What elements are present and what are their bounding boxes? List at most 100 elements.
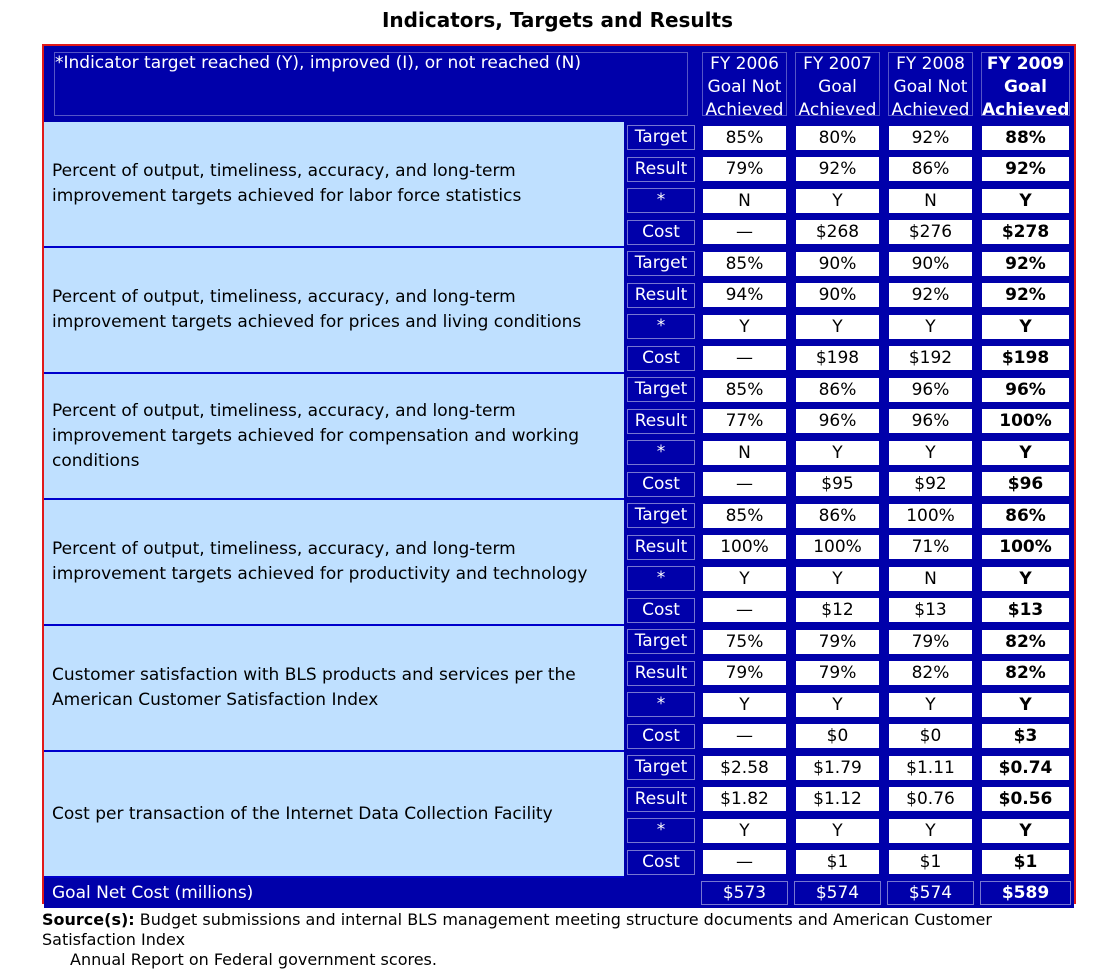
value-text: 82%	[982, 661, 1069, 686]
value-cell-fy2006: N	[698, 437, 791, 469]
value-text: Y	[703, 566, 786, 591]
value-text: N	[703, 188, 786, 213]
row-type-cell: Target	[624, 752, 698, 784]
value-text: Y	[982, 818, 1069, 843]
table-row: Cost — $0 $0 $3	[44, 720, 1074, 752]
indicator-label: Customer satisfaction with BLS products …	[44, 626, 624, 752]
value-text: $1	[982, 850, 1069, 875]
header-description: *Indicator target reached (Y), improved …	[44, 46, 698, 122]
row-type-cell: *	[624, 311, 698, 343]
value-cell-fy2008: $1.11	[884, 752, 977, 784]
value-text: $92	[889, 472, 972, 497]
value-cell-fy2008: 96%	[884, 374, 977, 406]
indicator-label: Percent of output, timeliness, accuracy,…	[44, 374, 624, 500]
value-text: $0	[889, 724, 972, 749]
value-text: Y	[889, 440, 972, 465]
header-year: FY 2007	[803, 54, 872, 74]
value-text: 85%	[703, 503, 786, 528]
value-text: 82%	[982, 629, 1069, 654]
value-text: 71%	[889, 535, 972, 560]
value-text: 96%	[796, 409, 879, 434]
value-text: Y	[703, 314, 786, 339]
footer-value-fy2006: $573	[698, 878, 791, 908]
page-title: Indicators, Targets and Results	[381, 8, 733, 32]
header-fy-2007: FY 2007 Goal Achieved	[791, 46, 884, 122]
value-cell-fy2009: Y	[977, 311, 1074, 343]
value-cell-fy2006: Y	[698, 563, 791, 595]
value-text: 86%	[796, 503, 879, 528]
value-cell-fy2007: Y	[791, 437, 884, 469]
table-row: * Y Y N Y	[44, 563, 1074, 595]
value-text: —	[703, 346, 786, 371]
row-type-label: *	[627, 440, 695, 466]
value-text: $0	[796, 724, 879, 749]
value-cell-fy2009: $278	[977, 216, 1074, 248]
value-cell-fy2009: Y	[977, 437, 1074, 469]
table-row: Cost per transaction of the Internet Dat…	[44, 752, 1074, 878]
footer-row: Goal Net Cost (millions) $573 $574 $574 …	[44, 878, 1074, 908]
value-cell-fy2008: 90%	[884, 248, 977, 280]
row-type-label: Result	[627, 408, 695, 434]
table-row: Percent of output, timeliness, accuracy,…	[44, 374, 1074, 500]
value-cell-fy2008: 86%	[884, 153, 977, 185]
value-text: N	[889, 566, 972, 591]
row-type-label: *	[627, 314, 695, 340]
value-cell-fy2006: —	[698, 594, 791, 626]
table-row: Result 77% 96% 96% 100%	[44, 405, 1074, 437]
row-type-label: *	[627, 692, 695, 718]
value-cell-fy2008: N	[884, 185, 977, 217]
value-cell-fy2009: 92%	[977, 153, 1074, 185]
value-text: 80%	[796, 125, 879, 150]
value-cell-fy2008: $1	[884, 846, 977, 878]
value-text: 96%	[889, 409, 972, 434]
value-cell-fy2007: 92%	[791, 153, 884, 185]
row-type-cell: Cost	[624, 594, 698, 626]
value-text: Y	[796, 188, 879, 213]
value-text: 79%	[703, 157, 786, 182]
header-status-line1: Goal	[1004, 77, 1047, 97]
value-text: $12	[796, 598, 879, 623]
value-text: $1.82	[703, 787, 786, 812]
row-type-cell: Result	[624, 531, 698, 563]
table-row: Result $1.82 $1.12 $0.76 $0.56	[44, 783, 1074, 815]
value-cell-fy2009: 100%	[977, 405, 1074, 437]
value-cell-fy2007: Y	[791, 815, 884, 847]
value-cell-fy2006: N	[698, 185, 791, 217]
row-type-label: Target	[627, 503, 695, 529]
value-text: 92%	[796, 157, 879, 182]
row-type-label: Result	[627, 786, 695, 812]
value-cell-fy2007: 96%	[791, 405, 884, 437]
value-cell-fy2008: 82%	[884, 657, 977, 689]
table-row: Result 79% 79% 82% 82%	[44, 657, 1074, 689]
table-row: Cost — $1 $1 $1	[44, 846, 1074, 878]
value-cell-fy2008: $276	[884, 216, 977, 248]
value-cell-fy2006: 100%	[698, 531, 791, 563]
table-row: Result 100% 100% 71% 100%	[44, 531, 1074, 563]
value-text: 92%	[889, 283, 972, 308]
value-text: $198	[982, 346, 1069, 371]
value-cell-fy2009: 92%	[977, 248, 1074, 280]
row-type-cell: *	[624, 563, 698, 595]
header-status-line1: Goal	[818, 77, 857, 97]
table-row: Customer satisfaction with BLS products …	[44, 626, 1074, 752]
value-text: 79%	[703, 661, 786, 686]
value-text: —	[703, 724, 786, 749]
value-cell-fy2006: Y	[698, 311, 791, 343]
header-status-line2: Achieved	[891, 100, 970, 120]
value-text: Y	[796, 818, 879, 843]
value-text: $268	[796, 220, 879, 245]
value-cell-fy2006: —	[698, 846, 791, 878]
row-type-label: Target	[627, 377, 695, 403]
value-cell-fy2007: Y	[791, 311, 884, 343]
indicator-label: Percent of output, timeliness, accuracy,…	[44, 500, 624, 626]
indicator-label: Percent of output, timeliness, accuracy,…	[44, 248, 624, 374]
value-text: 90%	[889, 251, 972, 276]
header-year: FY 2008	[896, 54, 965, 74]
table-row: * Y Y Y Y	[44, 689, 1074, 721]
source-note: Source(s): Budget submissions and intern…	[42, 910, 1082, 970]
value-text: —	[703, 598, 786, 623]
value-text: Y	[982, 440, 1069, 465]
value-cell-fy2008: $192	[884, 342, 977, 374]
value-cell-fy2009: 100%	[977, 531, 1074, 563]
value-cell-fy2007: Y	[791, 185, 884, 217]
